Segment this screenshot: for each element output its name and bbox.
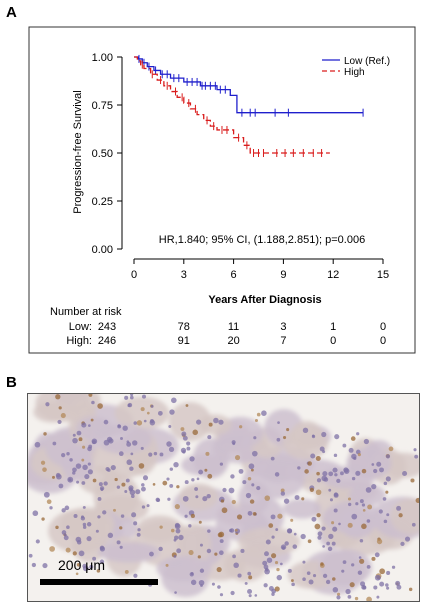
- y-tick-label: 0.75: [92, 100, 113, 112]
- risk-cell: 0: [330, 335, 336, 347]
- y-tick-label: 0.00: [92, 244, 113, 256]
- legend-label-0: Low (Ref.): [344, 56, 390, 67]
- risk-cell: 91: [178, 335, 190, 347]
- y-tick-label: 0.50: [92, 148, 113, 160]
- scale-bar-label: 200 μm: [58, 557, 105, 573]
- series-line-1: [134, 56, 330, 154]
- x-tick-label: 9: [280, 269, 286, 281]
- risk-cell: 1: [330, 321, 336, 333]
- risk-cell: 0: [380, 335, 386, 347]
- x-tick-label: 3: [181, 269, 187, 281]
- x-tick-label: 6: [231, 269, 237, 281]
- chart-axes: 0.00 0.25 0.50 0.75 1.00 0 3 6 9 12 15: [92, 52, 390, 281]
- risk-row-label: Low:: [69, 321, 92, 333]
- x-axis-label: Years After Diagnosis: [208, 294, 321, 306]
- chart-legend: Low (Ref.)High: [322, 56, 390, 78]
- risk-cell: 7: [280, 335, 286, 347]
- y-axis-label: Progression-free Survival: [72, 90, 84, 214]
- risk-row-label: High:: [66, 335, 92, 347]
- risk-cell: 11: [228, 321, 239, 333]
- histology-micrograph: 200 μm: [27, 393, 420, 602]
- chart-curves: [134, 54, 364, 157]
- y-tick-label: 0.25: [92, 196, 113, 208]
- y-tick-label: 1.00: [92, 52, 113, 64]
- kaplan-meier-chart: 0.000.250.500.751.000 3 6 9 12 15 Low (Ref.)H…: [28, 26, 416, 354]
- risk-cell: 0: [380, 321, 386, 333]
- x-tick-label: 12: [327, 269, 339, 281]
- hazard-ratio-annotation: HR,1.840; 95% CI, (1.188,2.851); p=0.006: [159, 234, 365, 246]
- risk-table: Number at risk Low: 243 78 11 3 1 0 High: 246 91 20…: [50, 306, 386, 347]
- legend-label-1: High: [344, 67, 365, 78]
- panel-b-label: B: [6, 374, 17, 391]
- risk-cell: 3: [280, 321, 286, 333]
- risk-cell: 246: [98, 335, 116, 347]
- x-tick-label: 0: [131, 269, 137, 281]
- risk-cell: 20: [227, 335, 239, 347]
- scale-bar: [40, 579, 158, 585]
- risk-cell: 78: [178, 321, 190, 333]
- tissue-image: [28, 394, 419, 601]
- panel-a-label: A: [6, 4, 17, 21]
- risk-cell: 243: [98, 321, 116, 333]
- panel-a-frame: [28, 26, 416, 354]
- series-line-0: [134, 56, 364, 114]
- x-tick-label: 15: [377, 269, 389, 281]
- risk-table-title: Number at risk: [50, 306, 122, 318]
